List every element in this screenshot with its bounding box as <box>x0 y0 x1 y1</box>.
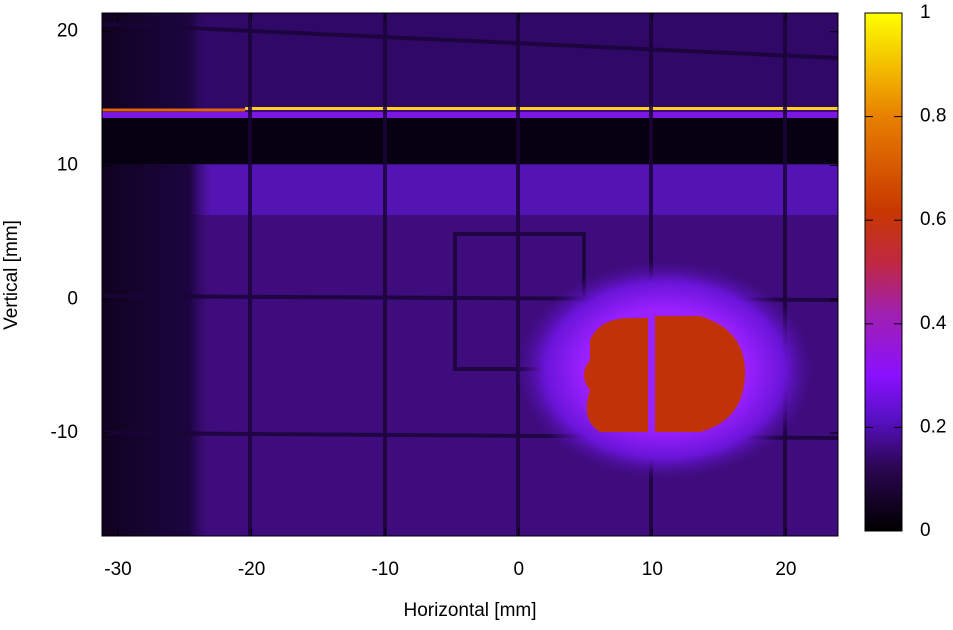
colorbar-tick-label: 0.6 <box>920 209 946 230</box>
x-tick-label: 10 <box>642 559 663 580</box>
x-tick-label: -10 <box>371 559 398 580</box>
x-tick-label: -30 <box>104 559 131 580</box>
colorbar-tick-label: 1 <box>920 2 931 23</box>
colorbar <box>864 12 903 532</box>
x-axis-title: Horizontal [mm] <box>403 600 536 621</box>
y-tick-label: 20 <box>57 21 78 42</box>
y-tick-label: 0 <box>67 288 78 309</box>
x-tick-label: 20 <box>775 559 796 580</box>
colorbar-tick-label: 0.2 <box>920 416 946 437</box>
plot-frame <box>101 12 839 537</box>
y-tick-label: -10 <box>51 422 78 443</box>
heatmap-image <box>102 13 838 536</box>
y-axis-title: Vertical [mm] <box>1 220 22 330</box>
y-tick-label: 10 <box>57 155 78 176</box>
colorbar-tick-label: 0.4 <box>920 313 947 334</box>
colorbar-tick-label: 0 <box>920 520 931 541</box>
x-tick-label: -20 <box>238 559 265 580</box>
colorbar-tick-label: 0.8 <box>920 106 946 127</box>
x-tick-label: 0 <box>513 559 524 580</box>
